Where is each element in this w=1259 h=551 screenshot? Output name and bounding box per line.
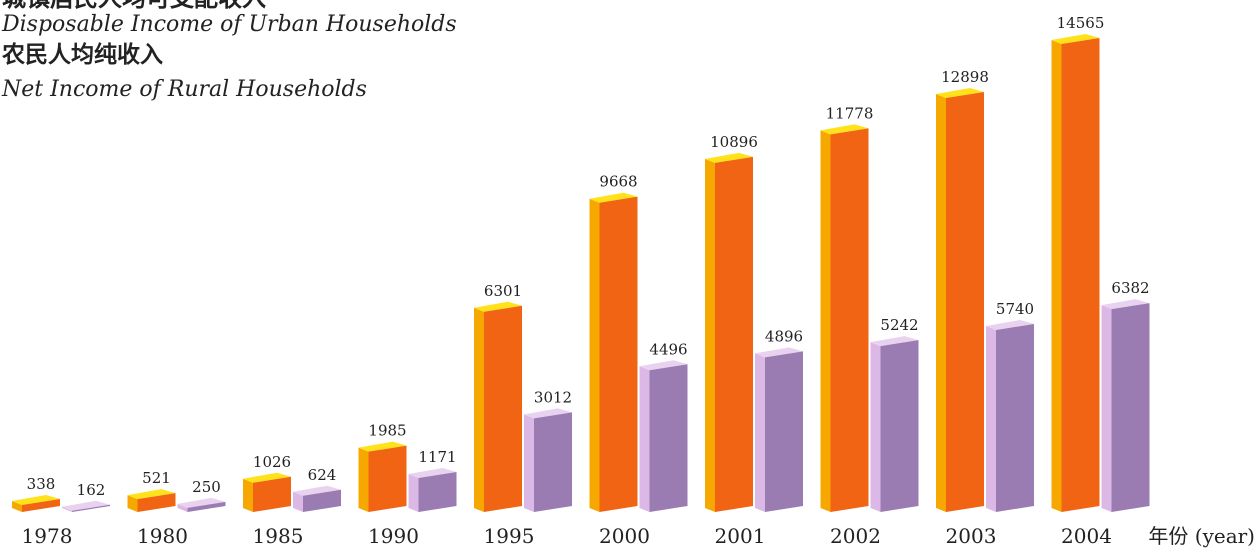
x-tick-label: 1995 [484,524,535,548]
bar [72,504,110,512]
value-label: 14565 [1057,14,1105,32]
bar [649,364,688,512]
bar-side [177,503,188,512]
bar-side [870,342,881,512]
bar [830,128,869,513]
value-label: 162 [77,481,106,499]
value-label: 5242 [880,316,918,334]
bar [599,196,638,512]
bar-side [589,198,600,512]
bar-top [639,360,688,371]
bar-top [12,495,60,506]
bar-side [639,366,650,512]
x-tick-label: 1980 [137,524,188,548]
legend-urban-cn: 城镇居民人均可支配收入 [2,0,266,12]
value-label: 1026 [253,453,291,471]
bar-side [408,474,419,512]
legend-rural-en: Net Income of Rural Households [1,77,367,102]
bar-top [1101,299,1150,310]
bar [368,445,407,512]
value-label: 624 [308,466,337,484]
x-tick-label: 2004 [1061,524,1112,548]
bar-side [474,307,484,512]
bar-top [820,124,869,135]
x-tick-label: 2001 [715,524,766,548]
bar [418,472,457,512]
bar-side [1101,305,1112,512]
bar-side [1051,40,1062,512]
bar-side [127,495,138,512]
value-label: 4496 [649,340,687,358]
bar-top [1051,34,1100,44]
value-label: 4896 [765,327,803,345]
value-label: 250 [192,478,221,496]
bar [534,412,572,512]
value-label: 11778 [826,104,874,122]
x-tick-label: 2002 [830,524,881,548]
bar-top [524,408,572,419]
bar-top [177,497,226,508]
bar-side [524,414,534,512]
value-label: 3012 [534,388,572,406]
bar-top [293,485,341,496]
bar [946,92,984,513]
bar-side [936,94,946,513]
x-tick-label: 2003 [946,524,997,548]
bar [880,340,919,512]
bar-side [358,447,369,512]
bar-side [820,130,831,513]
value-label: 6301 [484,282,522,300]
bar-side [755,353,765,512]
bar [187,501,226,512]
legend-rural-cn: 农民人均纯收入 [1,41,163,68]
bar-side [986,325,996,512]
value-label: 5740 [996,300,1034,318]
value-label: 521 [142,469,171,487]
value-label: 6382 [1111,279,1149,297]
value-label: 1171 [418,448,456,466]
value-label: 12898 [941,68,989,86]
bar [303,489,341,512]
bar-top [62,500,110,511]
value-label: 1985 [368,422,406,440]
bar-top [870,336,919,347]
bar-top [243,472,291,483]
bar [484,305,522,512]
bar [137,493,176,512]
bar-top [358,441,407,452]
bar [22,499,60,512]
bar-side [12,501,22,512]
bar-top [936,88,984,99]
x-tick-label: 1978 [22,524,73,548]
x-tick-label: 1990 [368,524,419,548]
bar [715,156,753,512]
bar-side [705,158,715,512]
bar [765,351,803,512]
bar-top [127,489,176,500]
bar [996,323,1034,512]
x-tick-label: 1985 [253,524,304,548]
bar-top [474,301,522,312]
value-label: 10896 [710,133,758,151]
bar-top [589,192,638,203]
bar-top [408,468,457,479]
bar [1111,303,1150,512]
value-label: 9668 [599,173,637,191]
bar-side [243,478,253,512]
bar-top [755,347,803,358]
legend-urban-en: Disposable Income of Urban Households [1,12,457,37]
bar-top [986,319,1034,330]
bar [1061,38,1100,512]
value-label: 338 [27,475,56,493]
bar [253,476,291,512]
x-axis-label: 年份 (year) [1148,524,1255,548]
bar-top [705,152,753,163]
bar-side [62,506,72,512]
x-tick-label: 2000 [599,524,650,548]
bar-side [293,491,303,512]
